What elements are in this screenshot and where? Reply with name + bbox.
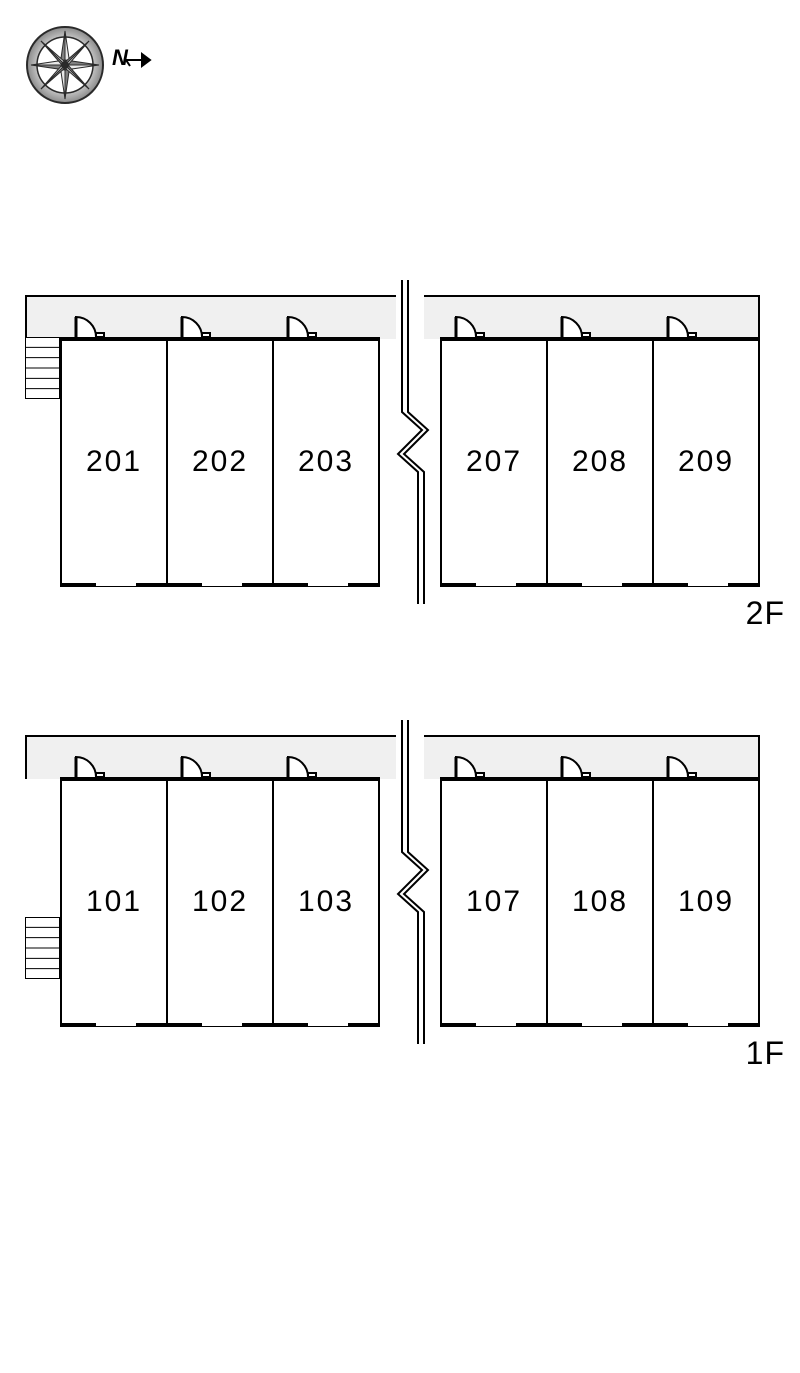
- unit-209: 209: [652, 337, 760, 587]
- floor-plan-page: N 201 202: [0, 0, 800, 1373]
- unit-208: 208: [546, 337, 654, 587]
- door-icon: [454, 315, 486, 339]
- unit-102: 102: [166, 777, 274, 1027]
- unit-label: 207: [466, 445, 522, 479]
- outer-wall-left: [25, 735, 27, 1029]
- window-gap: [308, 1020, 348, 1026]
- corridor: [25, 735, 760, 779]
- unit-101: 101: [60, 777, 168, 1027]
- unit-label: 109: [678, 885, 734, 919]
- door-icon: [666, 315, 698, 339]
- compass-rose: N: [20, 20, 160, 115]
- stairs-icon: [25, 917, 60, 984]
- door-icon: [454, 755, 486, 779]
- stairs-icon: [25, 337, 60, 404]
- door-icon: [180, 315, 212, 339]
- unit-109: 109: [652, 777, 760, 1027]
- window-gap: [476, 1020, 516, 1026]
- door-icon: [180, 755, 212, 779]
- unit-label: 202: [192, 445, 248, 479]
- unit-108: 108: [546, 777, 654, 1027]
- unit-label: 201: [86, 445, 142, 479]
- window-gap: [202, 580, 242, 586]
- units-row: 101 102 103: [60, 777, 380, 1027]
- unit-label: 203: [298, 445, 354, 479]
- door-icon: [666, 755, 698, 779]
- unit-label: 107: [466, 885, 522, 919]
- unit-label: 209: [678, 445, 734, 479]
- door-icon: [286, 315, 318, 339]
- window-gap: [202, 1020, 242, 1026]
- unit-103: 103: [272, 777, 380, 1027]
- window-gap: [688, 1020, 728, 1026]
- window-gap: [582, 1020, 622, 1026]
- units-row: 207 208 209: [440, 337, 760, 587]
- compass-n-label: N: [112, 45, 129, 70]
- corridor: [25, 295, 760, 339]
- units-row: 107 108 109: [440, 777, 760, 1027]
- floor-1F: 101 102 103 107: [10, 735, 790, 1079]
- unit-207: 207: [440, 337, 548, 587]
- unit-203: 203: [272, 337, 380, 587]
- floor-label: 2F: [746, 595, 785, 632]
- units-row: 201 202 203: [60, 337, 380, 587]
- unit-201: 201: [60, 337, 168, 587]
- window-gap: [476, 580, 516, 586]
- window-gap: [308, 580, 348, 586]
- floor-label: 1F: [746, 1035, 785, 1072]
- unit-label: 101: [86, 885, 142, 919]
- door-icon: [560, 755, 592, 779]
- unit-202: 202: [166, 337, 274, 587]
- door-icon: [286, 755, 318, 779]
- unit-label: 103: [298, 885, 354, 919]
- unit-label: 108: [572, 885, 628, 919]
- window-gap: [96, 580, 136, 586]
- unit-label: 102: [192, 885, 248, 919]
- window-gap: [582, 580, 622, 586]
- unit-label: 208: [572, 445, 628, 479]
- door-icon: [74, 315, 106, 339]
- window-gap: [688, 580, 728, 586]
- door-icon: [74, 755, 106, 779]
- door-icon: [560, 315, 592, 339]
- unit-107: 107: [440, 777, 548, 1027]
- window-gap: [96, 1020, 136, 1026]
- floor-2F: 201 202 203 207: [10, 295, 790, 639]
